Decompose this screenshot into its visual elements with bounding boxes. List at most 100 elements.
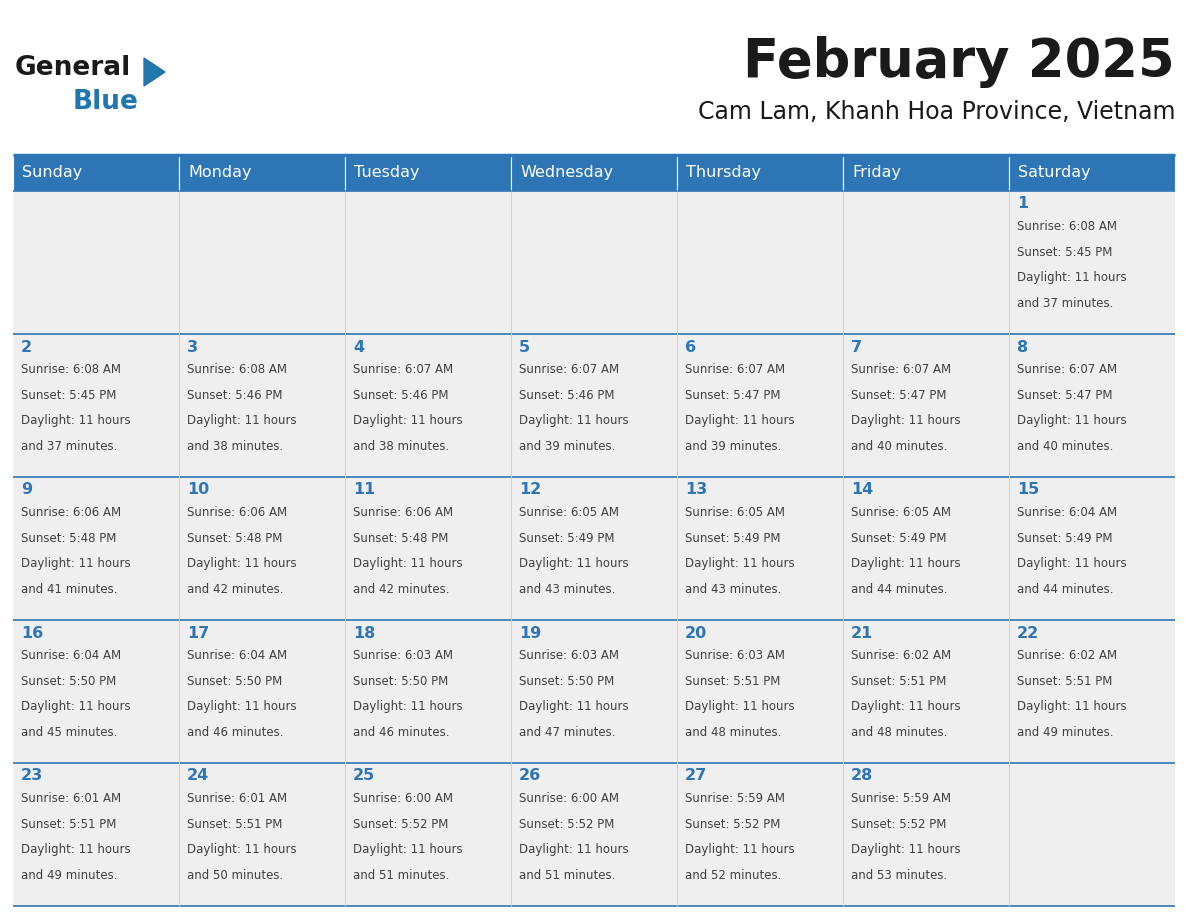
Polygon shape bbox=[144, 58, 165, 86]
Text: Sunrise: 6:05 AM: Sunrise: 6:05 AM bbox=[851, 506, 952, 519]
Text: Daylight: 11 hours: Daylight: 11 hours bbox=[685, 843, 795, 856]
Text: and 49 minutes.: and 49 minutes. bbox=[21, 868, 118, 881]
Text: Daylight: 11 hours: Daylight: 11 hours bbox=[1017, 414, 1126, 427]
Text: and 46 minutes.: and 46 minutes. bbox=[353, 725, 449, 739]
Text: 18: 18 bbox=[353, 625, 375, 641]
Text: Sunrise: 6:06 AM: Sunrise: 6:06 AM bbox=[353, 506, 453, 519]
Text: Daylight: 11 hours: Daylight: 11 hours bbox=[353, 557, 462, 570]
Text: and 38 minutes.: and 38 minutes. bbox=[353, 440, 449, 453]
Text: 9: 9 bbox=[21, 483, 32, 498]
Text: and 44 minutes.: and 44 minutes. bbox=[851, 583, 948, 596]
Text: Sunrise: 6:03 AM: Sunrise: 6:03 AM bbox=[353, 649, 453, 662]
Bar bbox=[511, 155, 677, 191]
Text: 3: 3 bbox=[187, 340, 198, 354]
Text: 7: 7 bbox=[851, 340, 862, 354]
Text: Sunrise: 6:02 AM: Sunrise: 6:02 AM bbox=[851, 649, 952, 662]
Text: Sunrise: 6:02 AM: Sunrise: 6:02 AM bbox=[1017, 649, 1117, 662]
Text: Sunset: 5:48 PM: Sunset: 5:48 PM bbox=[187, 532, 283, 544]
Text: and 38 minutes.: and 38 minutes. bbox=[187, 440, 283, 453]
Text: Cam Lam, Khanh Hoa Province, Vietnam: Cam Lam, Khanh Hoa Province, Vietnam bbox=[697, 100, 1175, 124]
Text: Sunset: 5:46 PM: Sunset: 5:46 PM bbox=[353, 388, 449, 401]
Bar bbox=[345, 155, 511, 191]
Text: Daylight: 11 hours: Daylight: 11 hours bbox=[519, 414, 628, 427]
Text: Sunset: 5:47 PM: Sunset: 5:47 PM bbox=[1017, 388, 1112, 401]
Text: and 43 minutes.: and 43 minutes. bbox=[519, 583, 615, 596]
Bar bbox=[13, 155, 179, 191]
Text: Daylight: 11 hours: Daylight: 11 hours bbox=[1017, 557, 1126, 570]
Text: Monday: Monday bbox=[188, 165, 252, 181]
Text: 17: 17 bbox=[187, 625, 209, 641]
Text: Blue: Blue bbox=[72, 89, 139, 115]
Text: and 40 minutes.: and 40 minutes. bbox=[1017, 440, 1113, 453]
Text: 25: 25 bbox=[353, 768, 375, 783]
Text: and 47 minutes.: and 47 minutes. bbox=[519, 725, 615, 739]
Text: Daylight: 11 hours: Daylight: 11 hours bbox=[187, 843, 297, 856]
Text: Sunrise: 6:05 AM: Sunrise: 6:05 AM bbox=[519, 506, 619, 519]
Text: Sunrise: 6:07 AM: Sunrise: 6:07 AM bbox=[851, 363, 952, 376]
Text: Daylight: 11 hours: Daylight: 11 hours bbox=[851, 700, 961, 713]
Text: Tuesday: Tuesday bbox=[354, 165, 419, 181]
Text: Sunset: 5:52 PM: Sunset: 5:52 PM bbox=[353, 818, 448, 831]
Text: Sunrise: 6:05 AM: Sunrise: 6:05 AM bbox=[685, 506, 785, 519]
Text: 1: 1 bbox=[1017, 196, 1028, 211]
Text: Daylight: 11 hours: Daylight: 11 hours bbox=[353, 843, 462, 856]
Text: Daylight: 11 hours: Daylight: 11 hours bbox=[21, 414, 131, 427]
Text: and 51 minutes.: and 51 minutes. bbox=[519, 868, 615, 881]
Text: and 52 minutes.: and 52 minutes. bbox=[685, 868, 782, 881]
Bar bbox=[13, 620, 1175, 763]
Text: Daylight: 11 hours: Daylight: 11 hours bbox=[851, 414, 961, 427]
Text: Sunrise: 6:07 AM: Sunrise: 6:07 AM bbox=[353, 363, 453, 376]
Text: 24: 24 bbox=[187, 768, 209, 783]
Text: Daylight: 11 hours: Daylight: 11 hours bbox=[685, 414, 795, 427]
Bar bbox=[13, 763, 1175, 906]
Text: and 37 minutes.: and 37 minutes. bbox=[21, 440, 118, 453]
Text: Daylight: 11 hours: Daylight: 11 hours bbox=[851, 843, 961, 856]
Text: and 40 minutes.: and 40 minutes. bbox=[851, 440, 947, 453]
Text: and 41 minutes.: and 41 minutes. bbox=[21, 583, 118, 596]
Text: and 44 minutes.: and 44 minutes. bbox=[1017, 583, 1113, 596]
Text: Sunset: 5:51 PM: Sunset: 5:51 PM bbox=[685, 675, 781, 688]
Text: Sunset: 5:52 PM: Sunset: 5:52 PM bbox=[851, 818, 947, 831]
Text: and 42 minutes.: and 42 minutes. bbox=[187, 583, 284, 596]
Bar bbox=[13, 477, 1175, 620]
Text: Sunrise: 5:59 AM: Sunrise: 5:59 AM bbox=[685, 792, 785, 805]
Text: Sunrise: 6:08 AM: Sunrise: 6:08 AM bbox=[21, 363, 121, 376]
Text: Sunrise: 6:00 AM: Sunrise: 6:00 AM bbox=[353, 792, 453, 805]
Text: 27: 27 bbox=[685, 768, 707, 783]
Text: Saturday: Saturday bbox=[1018, 165, 1091, 181]
Text: Daylight: 11 hours: Daylight: 11 hours bbox=[519, 557, 628, 570]
Text: Sunset: 5:50 PM: Sunset: 5:50 PM bbox=[21, 675, 116, 688]
Text: Sunrise: 6:04 AM: Sunrise: 6:04 AM bbox=[21, 649, 121, 662]
Text: Sunset: 5:47 PM: Sunset: 5:47 PM bbox=[685, 388, 781, 401]
Text: and 46 minutes.: and 46 minutes. bbox=[187, 725, 284, 739]
Text: Daylight: 11 hours: Daylight: 11 hours bbox=[851, 557, 961, 570]
Text: Sunrise: 6:04 AM: Sunrise: 6:04 AM bbox=[1017, 506, 1117, 519]
Text: 16: 16 bbox=[21, 625, 43, 641]
Text: 23: 23 bbox=[21, 768, 43, 783]
Text: Sunset: 5:49 PM: Sunset: 5:49 PM bbox=[1017, 532, 1112, 544]
Text: Wednesday: Wednesday bbox=[520, 165, 613, 181]
Text: Daylight: 11 hours: Daylight: 11 hours bbox=[1017, 271, 1126, 284]
Text: Sunrise: 6:04 AM: Sunrise: 6:04 AM bbox=[187, 649, 287, 662]
Text: Sunrise: 6:06 AM: Sunrise: 6:06 AM bbox=[187, 506, 287, 519]
Text: Daylight: 11 hours: Daylight: 11 hours bbox=[21, 557, 131, 570]
Text: Daylight: 11 hours: Daylight: 11 hours bbox=[685, 557, 795, 570]
Text: Sunset: 5:50 PM: Sunset: 5:50 PM bbox=[519, 675, 614, 688]
Text: February 2025: February 2025 bbox=[744, 36, 1175, 88]
Text: and 42 minutes.: and 42 minutes. bbox=[353, 583, 449, 596]
Text: and 43 minutes.: and 43 minutes. bbox=[685, 583, 782, 596]
Text: 11: 11 bbox=[353, 483, 375, 498]
Text: 2: 2 bbox=[21, 340, 32, 354]
Text: Daylight: 11 hours: Daylight: 11 hours bbox=[685, 700, 795, 713]
Text: Daylight: 11 hours: Daylight: 11 hours bbox=[187, 557, 297, 570]
Text: Sunset: 5:51 PM: Sunset: 5:51 PM bbox=[187, 818, 283, 831]
Text: Daylight: 11 hours: Daylight: 11 hours bbox=[519, 700, 628, 713]
Text: Sunrise: 6:07 AM: Sunrise: 6:07 AM bbox=[685, 363, 785, 376]
Bar bbox=[13, 191, 1175, 334]
Text: 15: 15 bbox=[1017, 483, 1040, 498]
Bar bbox=[1009, 155, 1175, 191]
Text: 21: 21 bbox=[851, 625, 873, 641]
Text: Thursday: Thursday bbox=[685, 165, 762, 181]
Text: Sunset: 5:50 PM: Sunset: 5:50 PM bbox=[353, 675, 448, 688]
Text: Sunset: 5:48 PM: Sunset: 5:48 PM bbox=[21, 532, 116, 544]
